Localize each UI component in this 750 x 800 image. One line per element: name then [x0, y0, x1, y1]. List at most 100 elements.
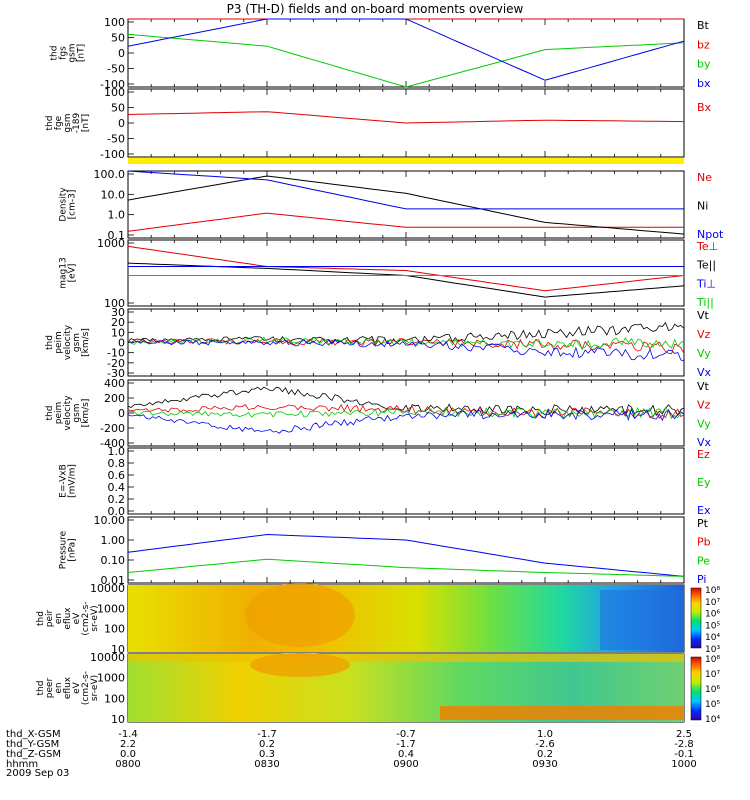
legend-Vy: Vy	[697, 417, 711, 430]
series-Bx	[127, 111, 685, 124]
panel-7-ytick: 0.4	[108, 481, 126, 494]
time-axis-value: 0.4	[398, 749, 414, 760]
panel-8-ytick: 0.10	[101, 554, 126, 567]
panel-2-ylabel-line: [nT]	[81, 114, 91, 132]
panel-5-ytick: 10	[111, 326, 125, 339]
series-Pe	[127, 558, 685, 577]
time-axis-value: 2.5	[676, 729, 692, 740]
panel-2-ylabel-line: gsm	[63, 113, 73, 132]
colorbar-label: 10⁷	[705, 598, 720, 608]
legend-by: by	[697, 58, 711, 71]
panel-5-ylabel-line: velocity	[63, 324, 73, 360]
panel-5-ytick: -30	[107, 367, 125, 380]
panel-5-ylabel-line: thd	[45, 335, 55, 350]
panel-8-ytick: 0.01	[101, 574, 126, 587]
panel-frame-4	[127, 239, 685, 307]
colorbar-label: 10⁶	[705, 610, 720, 620]
panel-3-ylabel-line: Density	[59, 187, 69, 222]
panel-10-ylabel-line: (cm2-s-	[81, 671, 91, 705]
panel-6-ylabel-line: [km/s]	[81, 399, 91, 428]
electron-colorbar	[690, 656, 702, 721]
panel-3-ytick: 0.1	[108, 229, 126, 242]
legend-Vt: Vt	[697, 380, 710, 393]
panel-7-ylabel-line: E=-VxB	[59, 464, 69, 498]
panel-7-ytick: 0.2	[108, 493, 126, 506]
panel-5-ylabel-line: [km/s]	[81, 328, 91, 357]
panel-2-ytick: 0	[118, 117, 125, 130]
electron-spectrogram-peak	[250, 653, 350, 677]
legend-Ez: Ez	[697, 448, 710, 461]
panel-1-ylabel-line: thd	[50, 46, 60, 61]
time-axis-value: -0.1	[674, 749, 694, 760]
time-axis-value: 0.0	[120, 749, 136, 760]
series-Ni	[127, 175, 685, 235]
panel-9-ylabel-line: peir	[45, 609, 55, 627]
time-axis-value: 0800	[115, 759, 140, 770]
panel-frame-8	[127, 516, 685, 584]
panel-10-ylabel-line: eflux	[63, 676, 73, 699]
panel-1-ytick: 100	[104, 16, 125, 29]
legend-Te||: Te||	[696, 259, 716, 272]
time-axis-value: 1000	[671, 759, 696, 770]
time-axis-value: -2.8	[674, 739, 694, 750]
panel-6-ylabel-line: velocity	[63, 395, 73, 431]
panel-9-ytick: 10000	[90, 582, 125, 595]
panel-7-ytick: 0.8	[108, 457, 126, 470]
legend-Vy: Vy	[697, 347, 711, 360]
panel-5-ytick: -20	[107, 357, 125, 370]
panel-10-ylabel-line: sr-eV)	[90, 675, 100, 701]
panel-10-ytick: 10	[111, 713, 125, 726]
series-Vy	[127, 406, 684, 419]
panel-2-ytick: 100	[104, 86, 125, 99]
panel-frame-5	[127, 308, 685, 377]
panel-9-ylabel-line: eflux	[63, 607, 73, 630]
legend-Ni: Ni	[697, 200, 708, 213]
panel-2-ylabel-line: -189	[72, 113, 82, 134]
panel-6-ylabel-line: gsm	[72, 403, 82, 422]
legend-Ex: Ex	[697, 504, 711, 517]
colorbar-label: 10³	[705, 645, 720, 655]
ion-spectrogram-low	[600, 590, 684, 650]
panel-axis-labels: thd fgs gsm [nT]thd fge gsm -189 [nT]Density [cm…	[36, 43, 100, 705]
panel-4-ytick: 1000	[97, 237, 125, 250]
series-bx	[127, 18, 685, 81]
panel-5-ytick: -10	[107, 347, 125, 360]
panel-2-ytick: -50	[107, 133, 125, 146]
panel-8-ylabel-line: [nPa]	[68, 538, 78, 561]
series-Te⊥	[127, 245, 685, 292]
colorbar-label: 10⁴	[705, 633, 720, 643]
panel-3-ytick: 1.0	[108, 209, 126, 222]
ion-spectrogram	[128, 585, 684, 652]
time-axis-row-label: thd_Z-GSM	[6, 749, 61, 760]
panel-6-ylabel-line: peim	[54, 402, 64, 425]
panel-tick-labels: 100500-50-100100500-50-100100.010.01.00.…	[90, 16, 125, 726]
panel-5-ytick: 30	[111, 306, 125, 319]
date-label: 2009 Sep 03	[6, 768, 69, 779]
panel-frame-3	[127, 170, 685, 239]
panel-1-ylabel-line: [nT]	[77, 44, 87, 62]
panel-2-ylabel-line: thd	[45, 116, 55, 131]
colorbar-label: 10⁷	[705, 670, 720, 680]
panel-3-ytick: 100.0	[94, 168, 126, 181]
panel-frame-7	[127, 447, 685, 515]
legend-Te⊥: Te⊥	[696, 240, 718, 253]
panel-5-ytick: 20	[111, 316, 125, 329]
panel-9-ylabel-line: en	[54, 613, 64, 624]
panel-8-ylabel-line: Pressure	[59, 530, 69, 569]
time-axis-value: -1.7	[396, 739, 416, 750]
panel-7-ylabel-line: [mV/m]	[68, 464, 78, 498]
panel-1-ytick: 0	[118, 47, 125, 60]
time-axis-value: 2.2	[120, 739, 136, 750]
panel-10-ytick: 10000	[90, 651, 125, 664]
panel-9-ytick: 10	[111, 643, 125, 656]
panel-9-ylabel-line: thd	[36, 611, 46, 626]
panel-10-ylabel-line: thd	[36, 681, 46, 696]
panel-10-ylabel-line: eV	[72, 681, 82, 694]
panel-1-ytick: 50	[111, 32, 125, 45]
panel-5-ytick: 0	[118, 337, 125, 350]
panel-7-ytick: 0.6	[108, 469, 126, 482]
time-axis-value: -2.6	[535, 739, 555, 750]
panel-8-ytick: 1.00	[101, 534, 126, 547]
